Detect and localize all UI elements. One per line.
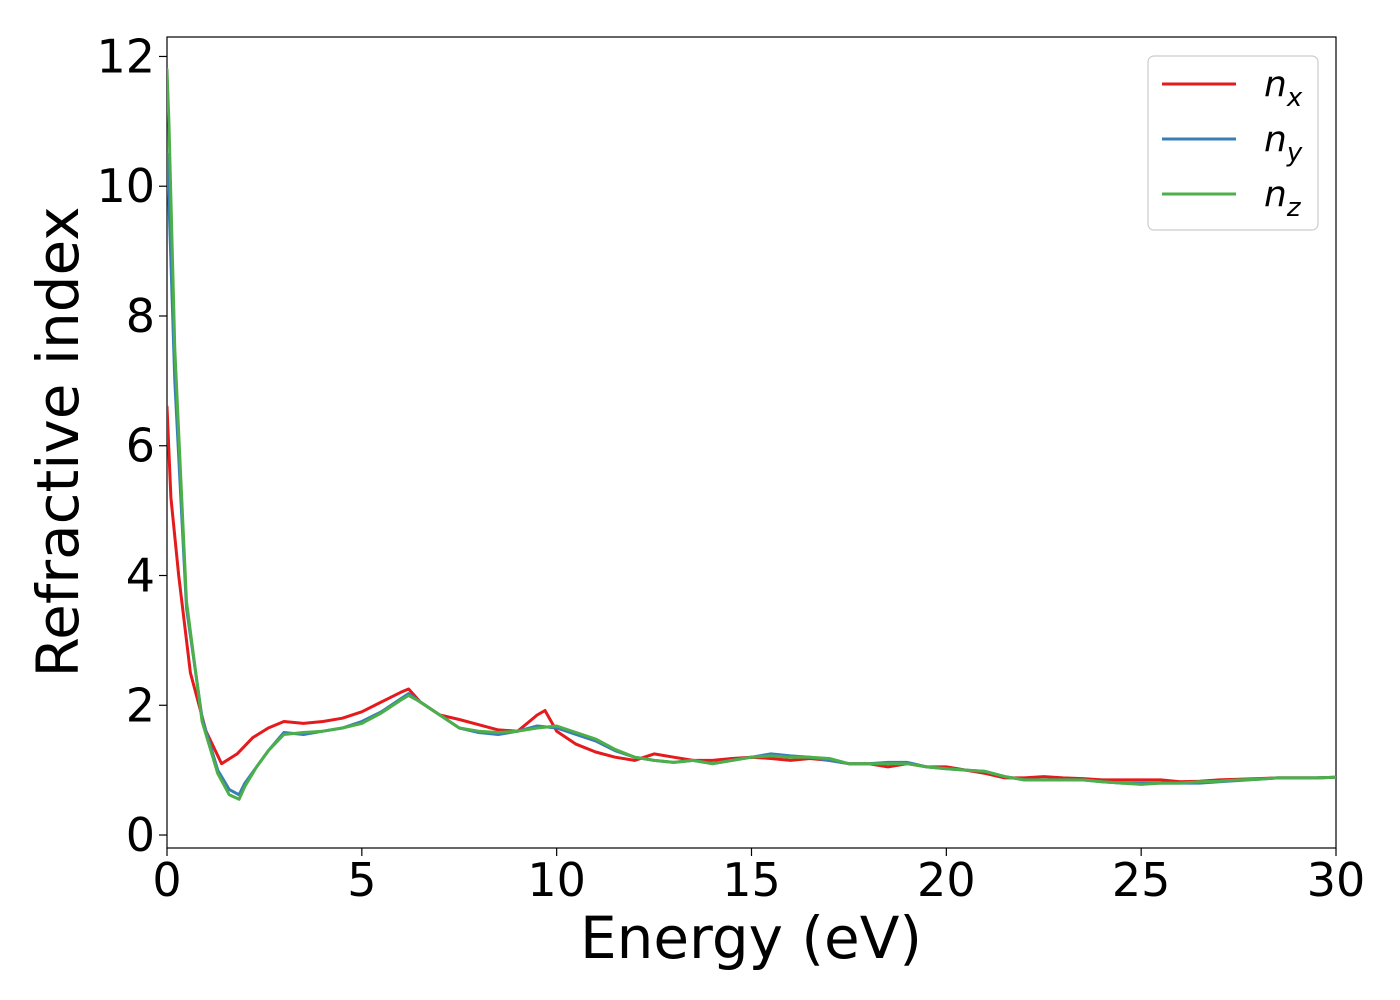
legend-label-ny: ny — [1264, 119, 1303, 168]
y-tick-label: 6 — [126, 419, 155, 473]
y-tick-label: 2 — [126, 678, 155, 732]
series-line-nx — [167, 405, 1336, 784]
y-axis-label: Refractive index — [24, 206, 92, 677]
series-line-ny — [167, 152, 1336, 797]
x-axis-label: Energy (eV) — [580, 904, 922, 972]
y-tick-label: 0 — [126, 808, 155, 862]
legend-label-nz: nz — [1264, 174, 1302, 223]
series-layer — [167, 67, 1336, 801]
y-tick-label: 12 — [96, 29, 155, 83]
y-axis-ticks: 0 2 4 6 8 10 12 — [96, 29, 167, 862]
x-tick-label: 15 — [722, 853, 781, 907]
x-tick-label: 0 — [152, 853, 181, 907]
x-axis-ticks: 0 5 10 15 20 25 30 — [152, 848, 1365, 907]
y-tick-label: 8 — [126, 289, 155, 343]
series-line-nz — [167, 67, 1336, 801]
x-tick-label: 25 — [1112, 853, 1171, 907]
x-tick-label: 10 — [527, 853, 586, 907]
legend-label-nx: nx — [1264, 64, 1303, 113]
legend-box — [1147, 55, 1319, 231]
x-tick-label: 30 — [1307, 853, 1366, 907]
legend: nx ny nz — [1147, 55, 1319, 231]
y-tick-label: 10 — [96, 159, 155, 213]
y-tick-label: 4 — [126, 549, 155, 603]
x-tick-label: 20 — [917, 853, 976, 907]
x-tick-label: 5 — [347, 853, 376, 907]
